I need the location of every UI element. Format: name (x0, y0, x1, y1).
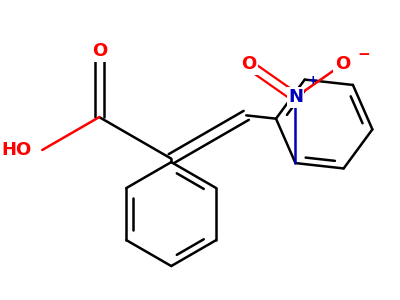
Text: HO: HO (2, 141, 32, 159)
Text: +: + (308, 74, 318, 87)
Text: N: N (288, 88, 303, 106)
Text: O: O (241, 56, 256, 74)
Text: O: O (335, 56, 350, 74)
Text: −: − (358, 46, 371, 62)
Text: O: O (92, 42, 107, 60)
